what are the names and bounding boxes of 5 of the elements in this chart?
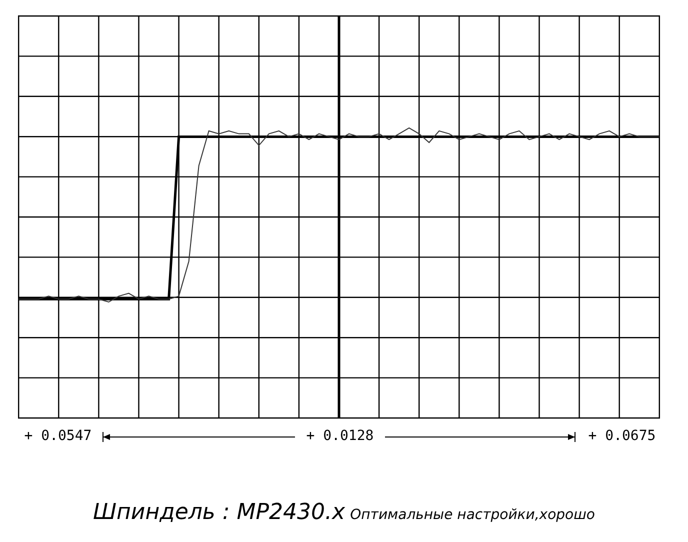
text: Шпиндель : MP2430.x: [93, 500, 346, 525]
text: + 0.0128: [306, 428, 374, 444]
text: Оптимальные настройки,хорошо: [350, 507, 595, 523]
text: + 0.0675: [588, 428, 656, 444]
text: + 0.0547: [24, 428, 92, 444]
